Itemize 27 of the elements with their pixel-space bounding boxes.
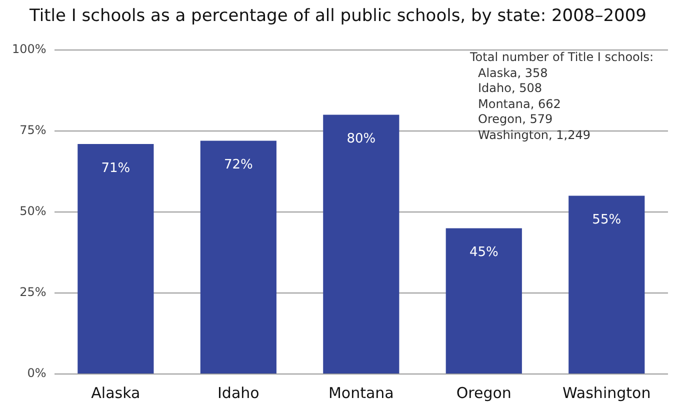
y-tick-label: 75% (20, 123, 46, 138)
bar (200, 140, 276, 374)
annotation: Idaho, 508 (477, 81, 543, 96)
bar (323, 114, 400, 374)
y-tick-label: 100% (12, 42, 46, 56)
x-tick-label: Montana (328, 384, 394, 402)
y-tick-label: 25% (20, 285, 46, 300)
annotation: Total number of Title I schools: (470, 50, 654, 66)
data-label: 55% (592, 212, 622, 228)
annotation: Washington, 1,249 (477, 128, 592, 143)
data-label: 72% (224, 158, 253, 173)
data-label: 71% (101, 160, 130, 176)
y-tick-label: 50% (20, 204, 46, 218)
x-tick-label: Oregon (456, 384, 512, 402)
x-tick-label: Alaska (91, 384, 140, 402)
x-tick-label: Idaho (218, 384, 260, 402)
x-tick-label: Washington (562, 384, 651, 402)
annotation: Oregon, 579 (477, 112, 554, 128)
data-label: 80% (346, 132, 376, 147)
y-tick-label: 0% (27, 366, 46, 380)
bar (568, 196, 645, 374)
annotation: Alaska, 358 (477, 66, 549, 81)
chart-title: Title I schools as a percentage of all public schools, by state: 2008–2009 (28, 6, 648, 26)
bar (78, 144, 154, 374)
data-label: 45% (469, 245, 498, 260)
annotation: Montana, 662 (477, 96, 562, 112)
bar (446, 228, 522, 374)
